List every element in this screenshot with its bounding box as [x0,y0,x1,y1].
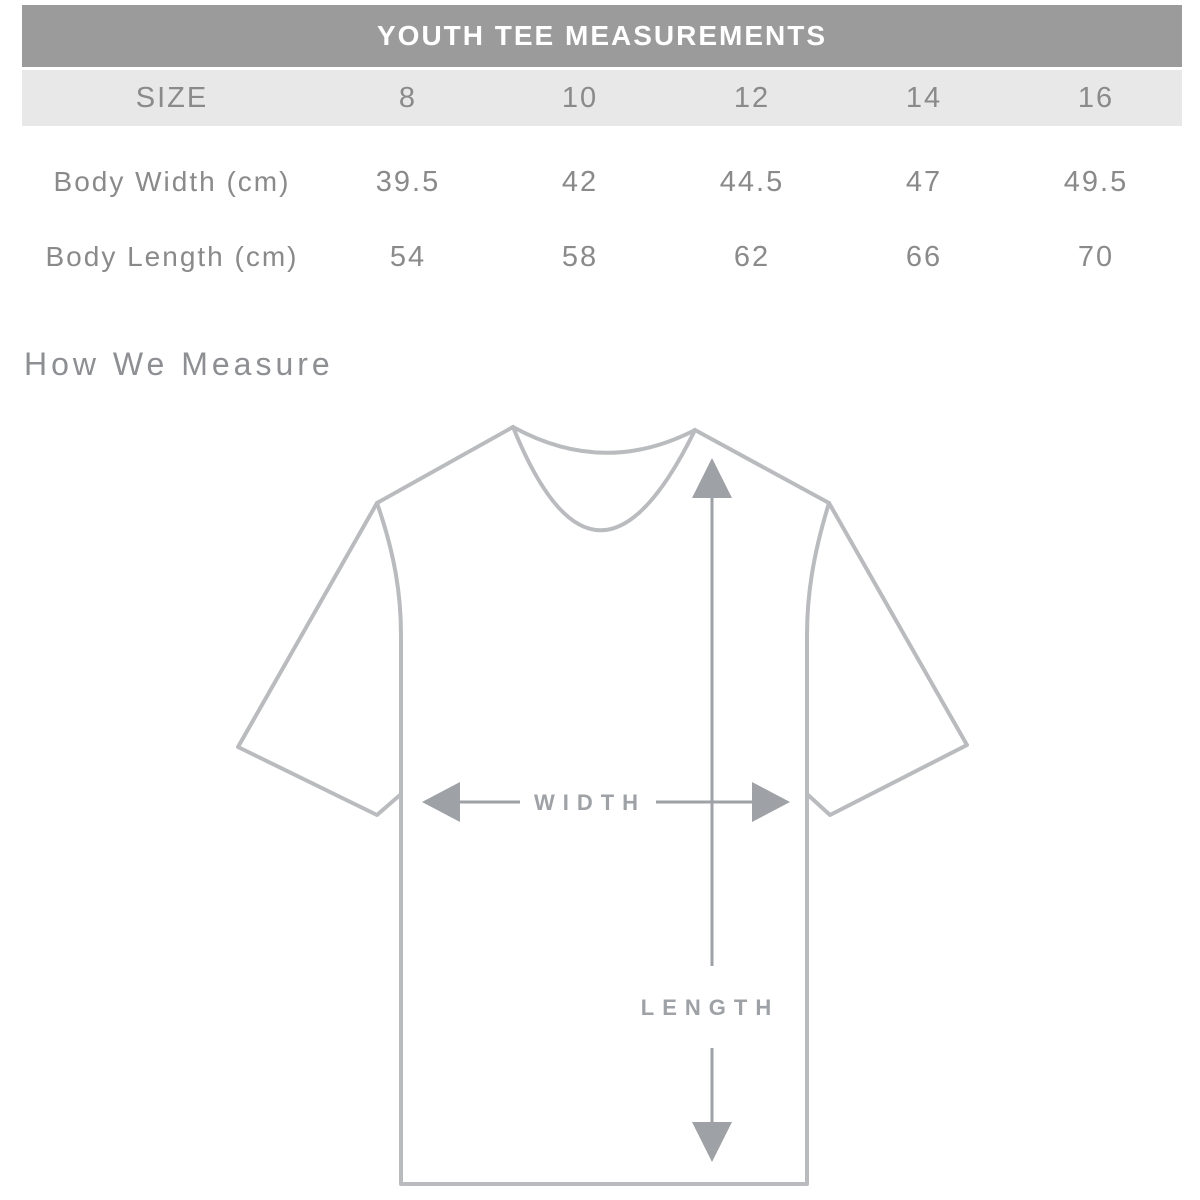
body-length-value: 70 [1077,240,1115,273]
table-row-body-width: Body Width (cm) 39.5 42 44.5 47 49.5 [22,154,1182,210]
table-title: YOUTH TEE MEASUREMENTS [376,20,828,51]
length-label: LENGTH [641,995,779,1020]
body-width-value: 44.5 [719,165,785,198]
width-arrow-right-head-icon [752,782,790,822]
measurements-table: YOUTH TEE MEASUREMENTS SIZE 8 10 12 14 1… [22,5,1182,285]
body-length-value: 54 [389,240,427,273]
length-arrow: LENGTH [641,458,779,1162]
body-width-value: 39.5 [375,165,441,198]
body-length-value: 58 [561,240,599,273]
row-label-body-width: Body Width (cm) [53,166,291,197]
how-we-measure-heading: How We Measure [24,346,334,382]
size-column-14: 14 [905,81,943,114]
body-length-value: 66 [905,240,943,273]
tshirt-outline [236,425,969,1186]
tshirt-right-shoulder [693,428,831,505]
body-width-value: 42 [561,165,599,198]
size-column-12: 12 [733,81,771,114]
width-arrow: WIDTH [422,782,790,822]
tshirt-left-shoulder [375,425,515,505]
tshirt-back-collar [511,425,697,455]
size-header-row: SIZE 8 10 12 14 16 [22,70,1182,126]
body-width-value: 49.5 [1063,165,1129,198]
tshirt-right-sleeve [805,501,969,817]
table-divider [22,67,1182,70]
tshirt-body-path [375,501,831,1186]
row-label-body-length: Body Length (cm) [45,241,299,272]
tshirt-left-sleeve [236,501,402,817]
width-arrow-left-head-icon [422,782,460,822]
size-header-label: SIZE [135,81,209,114]
length-arrow-down-head-icon [692,1122,732,1162]
tshirt-front-collar [511,425,697,533]
length-arrow-up-head-icon [692,458,732,498]
size-column-16: 16 [1077,81,1115,114]
width-label: WIDTH [534,790,646,815]
size-column-10: 10 [561,81,599,114]
body-length-value: 62 [733,240,771,273]
size-column-8: 8 [398,81,418,114]
table-row-body-length: Body Length (cm) 54 58 62 66 70 [22,229,1182,285]
table-title-bar: YOUTH TEE MEASUREMENTS [22,5,1182,67]
body-width-value: 47 [905,165,943,198]
